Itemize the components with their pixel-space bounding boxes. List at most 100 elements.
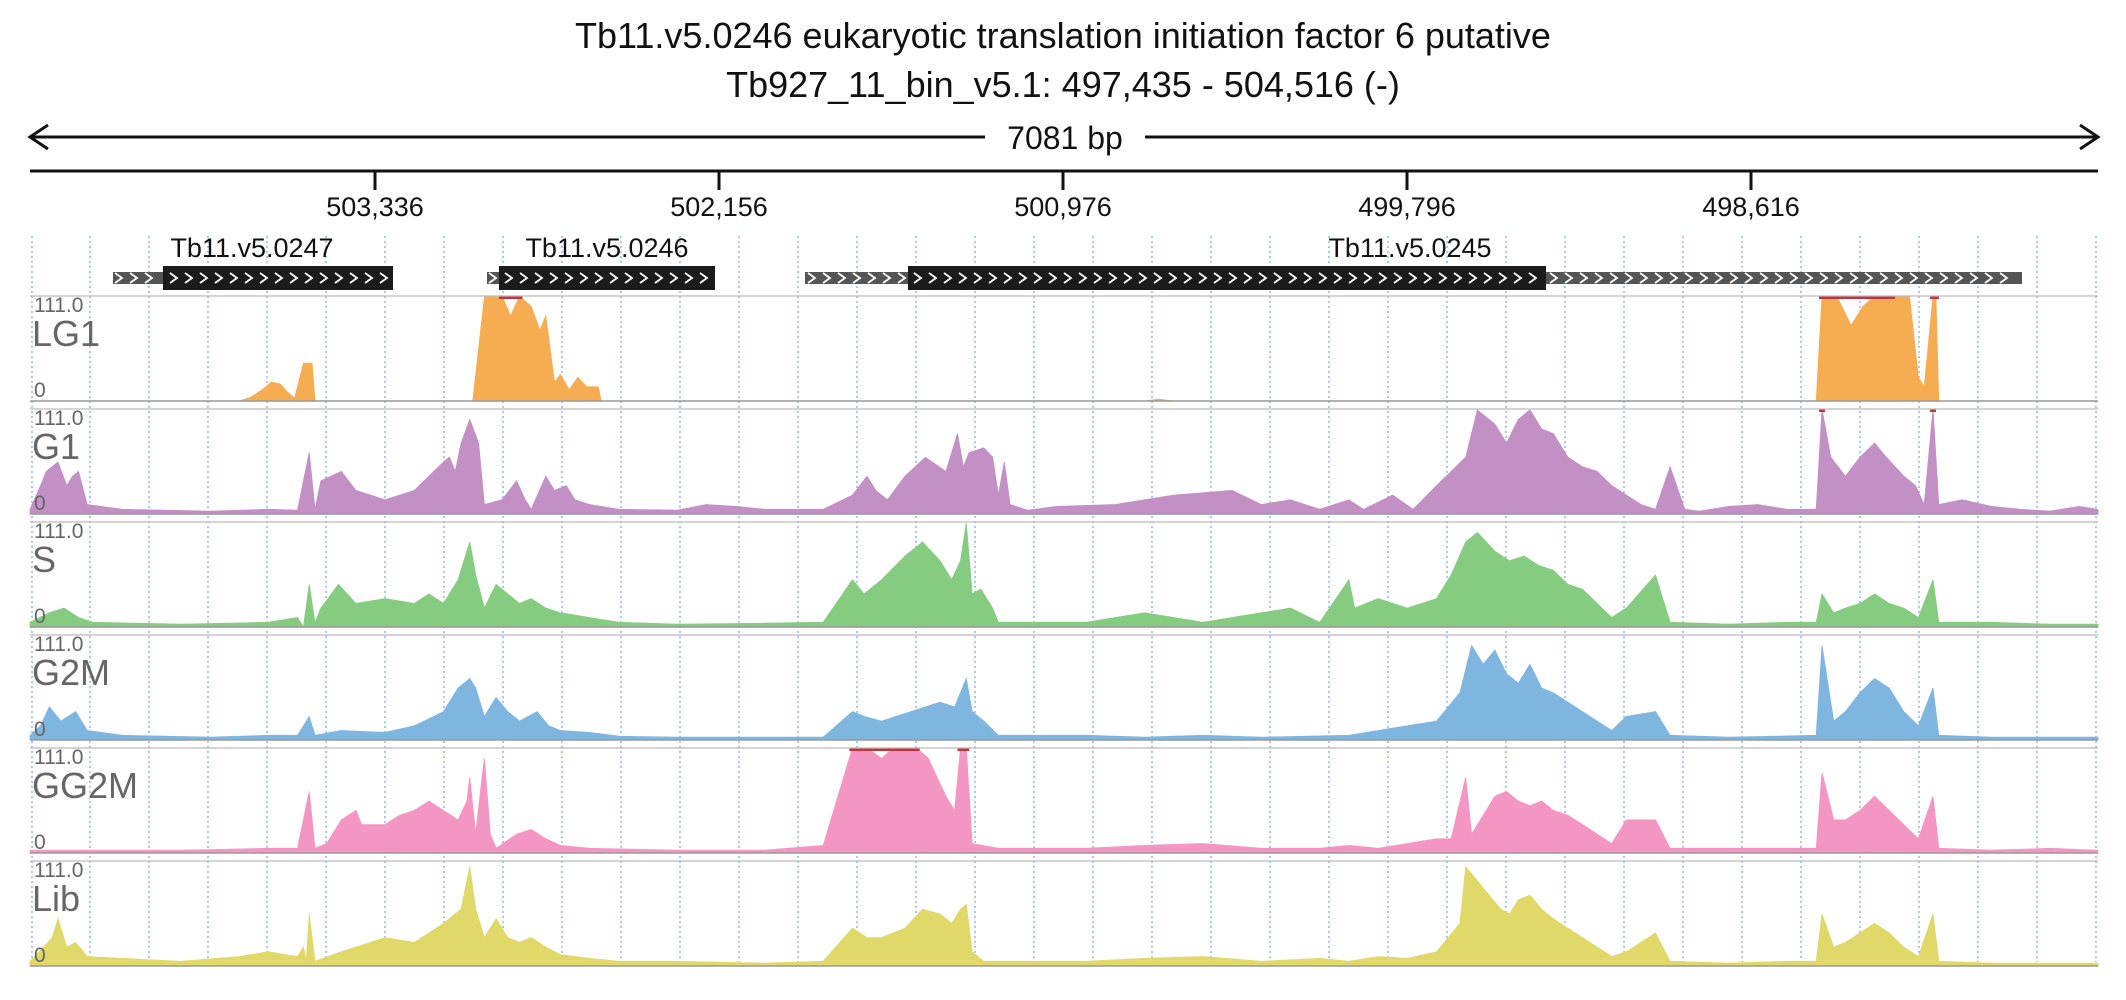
- strand-chevron-icon: [1288, 272, 1298, 284]
- strand-chevron-icon: [1999, 272, 2009, 284]
- span-arrow: 7081 bp: [27, 120, 2101, 156]
- strand-chevron-icon: [1579, 272, 1589, 284]
- coverage-track-g1: 111.0G1 0: [29, 407, 2099, 515]
- strand-chevron-icon: [1273, 272, 1283, 284]
- ruler-tick: 499,796: [1358, 171, 1456, 222]
- strand-chevron-icon: [1063, 272, 1073, 284]
- strand-chevron-icon: [488, 272, 498, 284]
- strand-chevron-icon: [1549, 272, 1559, 284]
- strand-chevron-icon: [867, 272, 877, 284]
- clipping-marker: [1819, 409, 1825, 412]
- strand-chevron-icon: [1333, 272, 1343, 284]
- strand-chevron-icon: [1879, 272, 1889, 284]
- track-name-label: LG1: [32, 313, 100, 354]
- strand-chevron-icon: [304, 272, 314, 284]
- strand-chevron-icon: [1033, 272, 1043, 284]
- strand-chevron-icon: [379, 272, 389, 284]
- strand-chevron-icon: [1438, 272, 1448, 284]
- strand-chevron-icon: [1513, 272, 1523, 284]
- strand-chevron-icon: [1759, 272, 1769, 284]
- span-length-label: 7081 bp: [1007, 120, 1123, 156]
- track-name-label: G1: [32, 426, 80, 467]
- strand-chevron-icon: [1183, 272, 1193, 284]
- strand-chevron-icon: [1684, 272, 1694, 284]
- strand-chevron-icon: [988, 272, 998, 284]
- strand-chevron-icon: [564, 272, 574, 284]
- track-max-label: 111.0: [34, 633, 83, 656]
- track-max-label: 111.0: [34, 746, 83, 769]
- strand-chevron-icon: [1258, 272, 1268, 284]
- strand-chevron-icon: [1609, 272, 1619, 284]
- clipping-marker: [1930, 409, 1936, 412]
- track-min-label: 0: [34, 492, 46, 515]
- figure-subtitle: Tb927_11_bin_v5.1: 497,435 - 504,516 (-): [726, 64, 1400, 105]
- coverage-area: [93, 295, 2098, 402]
- strand-chevron-icon: [1864, 272, 1874, 284]
- gene-model: Tb11.v5.0246: [487, 233, 715, 290]
- coverage-area: [29, 522, 2099, 629]
- strand-chevron-icon: [882, 272, 892, 284]
- strand-chevron-icon: [1639, 272, 1649, 284]
- strand-chevrons: [114, 272, 2009, 284]
- strand-chevron-icon: [199, 272, 209, 284]
- strand-chevron-icon: [837, 272, 847, 284]
- strand-chevron-icon: [534, 272, 544, 284]
- track-name-label: G2M: [32, 652, 110, 693]
- ruler-tick: 502,156: [670, 171, 768, 222]
- gene-cds: [499, 266, 715, 290]
- strand-chevron-icon: [114, 272, 124, 284]
- strand-chevron-icon: [274, 272, 284, 284]
- clipping-marker: [957, 748, 970, 751]
- strand-chevron-icon: [349, 272, 359, 284]
- strand-chevron-icon: [1744, 272, 1754, 284]
- strand-chevron-icon: [1078, 272, 1088, 284]
- track-max-label: 111.0: [34, 407, 83, 430]
- gene-label: Tb11.v5.0247: [170, 233, 333, 263]
- strand-chevron-icon: [364, 272, 374, 284]
- gene-cds: [163, 266, 393, 290]
- track-name-label: GG2M: [32, 765, 138, 806]
- strand-chevron-icon: [973, 272, 983, 284]
- gene-utr: [487, 272, 499, 284]
- strand-chevron-icon: [1699, 272, 1709, 284]
- strand-chevron-icon: [1819, 272, 1829, 284]
- strand-chevron-icon: [852, 272, 862, 284]
- strand-chevron-icon: [214, 272, 224, 284]
- strand-chevron-icon: [1954, 272, 1964, 284]
- strand-chevron-icon: [1393, 272, 1403, 284]
- strand-chevron-icon: [129, 272, 139, 284]
- strand-chevron-icon: [259, 272, 269, 284]
- strand-chevron-icon: [1348, 272, 1358, 284]
- track-name-label: Lib: [32, 878, 80, 919]
- strand-chevron-icon: [244, 272, 254, 284]
- strand-chevron-icon: [1048, 272, 1058, 284]
- strand-chevron-icon: [639, 272, 649, 284]
- gene-model: Tb11.v5.0247: [113, 233, 393, 290]
- ruler-tick-label: 499,796: [1358, 192, 1456, 222]
- strand-chevron-icon: [1969, 272, 1979, 284]
- strand-chevron-icon: [1654, 272, 1664, 284]
- clipping-marker: [499, 296, 523, 299]
- strand-chevron-icon: [1789, 272, 1799, 284]
- strand-chevron-icon: [1804, 272, 1814, 284]
- strand-chevron-icon: [897, 272, 907, 284]
- strand-chevron-icon: [1168, 272, 1178, 284]
- strand-chevron-icon: [699, 272, 709, 284]
- strand-chevron-icon: [1624, 272, 1634, 284]
- arrow-left-icon: [27, 123, 49, 151]
- strand-chevron-icon: [144, 272, 154, 284]
- strand-chevron-icon: [1138, 272, 1148, 284]
- strand-chevron-icon: [1984, 272, 1994, 284]
- strand-chevron-icon: [184, 272, 194, 284]
- strand-chevron-icon: [504, 272, 514, 284]
- strand-chevron-icon: [1834, 272, 1844, 284]
- strand-chevron-icon: [1483, 272, 1493, 284]
- coverage-tracks: 111.0LG10111.0G10111.0S0111.0G2M0111.0GG…: [29, 294, 2099, 967]
- clipping-marker: [1930, 296, 1939, 299]
- gene-utr: [1546, 272, 2022, 284]
- strand-chevron-icon: [1924, 272, 1934, 284]
